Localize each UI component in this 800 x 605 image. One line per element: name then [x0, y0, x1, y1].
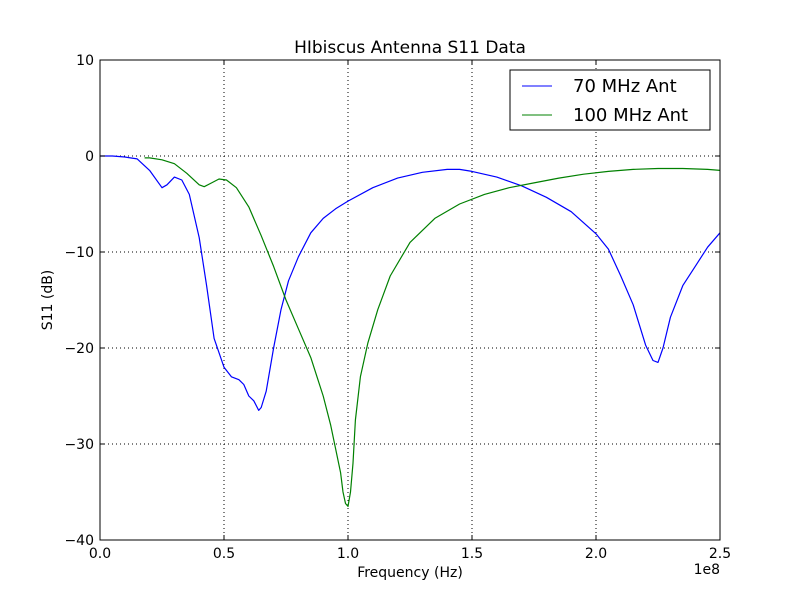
series-line-0 [100, 155, 720, 411]
legend-label-100mhz: 100 MHz Ant [573, 105, 688, 126]
legend-box [509, 69, 711, 131]
x-tick-label: 1.0 [337, 546, 359, 562]
series-line-1 [144, 157, 720, 507]
x-axis-label: Frequency (Hz) [357, 565, 463, 581]
series-layer [100, 155, 720, 507]
chart-title: HIbiscus Antenna S11 Data [294, 38, 526, 58]
x-tick-label: 2.0 [585, 546, 607, 562]
y-tick-label: 10 [76, 53, 94, 69]
plot-frame [99, 59, 721, 541]
plot-area [100, 60, 720, 540]
y-tick-label: 0 [85, 149, 94, 165]
y-tick-label: −30 [64, 437, 94, 453]
tick-labels: 0.0 0.5 1.0 1.5 2.0 2.5 10 0 −10 −20 −30 −40 [64, 53, 731, 562]
x-axis-offset-label: 1e8 [694, 562, 720, 578]
legend-label-70mhz: 70 MHz Ant [573, 76, 677, 97]
legend: 70 MHz Ant 100 MHz Ant [509, 69, 711, 131]
x-tick-label: 0.0 [89, 546, 111, 562]
y-tick-label: −10 [64, 245, 94, 261]
y-tick-label: −40 [64, 533, 94, 549]
y-tick-label: −20 [64, 341, 94, 357]
x-tick-label: 1.5 [461, 546, 483, 562]
y-axis-label: S11 (dB) [40, 270, 56, 331]
x-tick-label: 2.5 [709, 546, 731, 562]
ticks [99, 59, 721, 541]
x-tick-label: 0.5 [213, 546, 235, 562]
